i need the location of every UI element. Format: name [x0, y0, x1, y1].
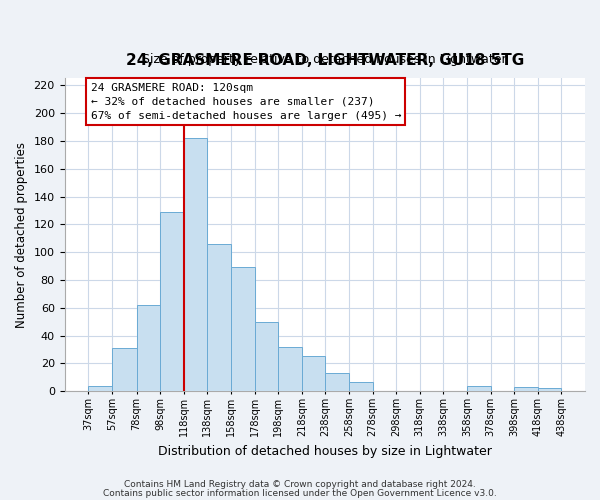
Title: 24, GRASMERE ROAD, LIGHTWATER, GU18 5TG: 24, GRASMERE ROAD, LIGHTWATER, GU18 5TG: [125, 52, 524, 68]
Bar: [538, 388, 562, 391]
Y-axis label: Number of detached properties: Number of detached properties: [15, 142, 28, 328]
Bar: [112, 348, 137, 391]
Bar: [160, 212, 184, 391]
Bar: [208, 244, 231, 391]
Bar: [137, 305, 160, 391]
Bar: [231, 268, 254, 391]
Bar: [302, 356, 325, 391]
Bar: [349, 382, 373, 391]
Text: 24 GRASMERE ROAD: 120sqm
← 32% of detached houses are smaller (237)
67% of semi-: 24 GRASMERE ROAD: 120sqm ← 32% of detach…: [91, 82, 401, 120]
Bar: [514, 387, 538, 391]
Bar: [88, 386, 112, 391]
Bar: [278, 346, 302, 391]
Text: Contains HM Land Registry data © Crown copyright and database right 2024.: Contains HM Land Registry data © Crown c…: [124, 480, 476, 489]
Bar: [325, 373, 349, 391]
Bar: [467, 386, 491, 391]
Bar: [254, 322, 278, 391]
Text: Size of property relative to detached houses in Lightwater: Size of property relative to detached ho…: [142, 53, 507, 66]
X-axis label: Distribution of detached houses by size in Lightwater: Distribution of detached houses by size …: [158, 444, 492, 458]
Text: Contains public sector information licensed under the Open Government Licence v3: Contains public sector information licen…: [103, 489, 497, 498]
Bar: [184, 138, 208, 391]
